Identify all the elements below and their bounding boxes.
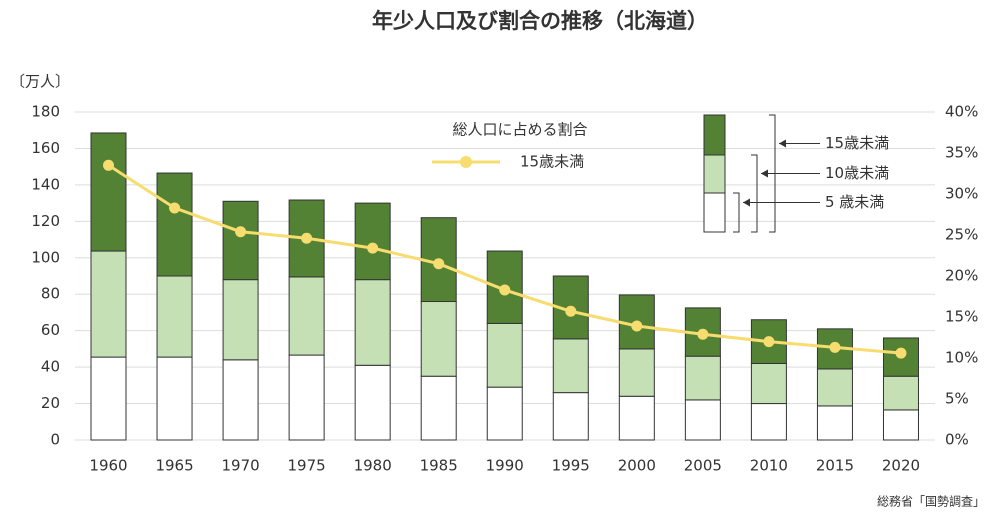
x-tick-label: 1980 xyxy=(354,457,392,475)
bar-segment xyxy=(420,301,457,377)
line-point xyxy=(697,328,709,340)
x-tick-label: 2010 xyxy=(750,457,788,475)
x-tick-label: 1995 xyxy=(552,457,590,475)
bar-segment xyxy=(486,386,523,441)
line-point xyxy=(169,202,181,214)
bar-segment xyxy=(684,399,721,441)
x-tick-label: 1985 xyxy=(420,457,458,475)
y-tick-label: 140 xyxy=(31,175,60,193)
line-point xyxy=(631,320,643,332)
y-tick-label: 180 xyxy=(31,103,60,121)
legend-arrowhead xyxy=(761,169,768,178)
legend-label: 15歳未満 xyxy=(520,153,584,171)
legend-swatch xyxy=(703,114,726,156)
bar-segment xyxy=(420,375,457,441)
line-point xyxy=(433,258,445,270)
bar-segment xyxy=(90,250,127,358)
y-tick-label: 40 xyxy=(41,358,60,376)
bar-segment xyxy=(156,275,193,358)
line-point xyxy=(829,341,841,353)
y2-tick-label: 25% xyxy=(945,226,978,244)
y2-tick-label: 40% xyxy=(945,103,978,121)
x-tick-label: 2000 xyxy=(618,457,656,475)
x-tick-label: 1975 xyxy=(288,457,326,475)
bar-segment xyxy=(288,354,325,441)
bar-segment xyxy=(354,202,391,281)
y2-tick-label: 0% xyxy=(945,431,969,449)
y2-tick-label: 20% xyxy=(945,267,978,285)
bar-segment xyxy=(882,375,919,411)
x-tick-label: 2020 xyxy=(882,457,920,475)
line-point xyxy=(895,347,907,359)
legend-bracket xyxy=(751,154,758,233)
bar-segment xyxy=(222,279,259,361)
line-point xyxy=(565,305,577,317)
y2-tick-label: 5% xyxy=(945,390,969,408)
x-tick-label: 1960 xyxy=(89,457,127,475)
x-tick-label: 2015 xyxy=(816,457,854,475)
legend-marker xyxy=(460,156,472,168)
bar-segment xyxy=(288,276,325,356)
y-tick-label: 60 xyxy=(41,321,60,339)
legend-label: 10歳未満 xyxy=(825,164,889,182)
legend-label: 15歳未満 xyxy=(825,134,889,152)
chart-title: 年少人口及び割合の推移（北海道） xyxy=(372,9,708,33)
x-tick-label: 1990 xyxy=(486,457,524,475)
line-point xyxy=(367,242,379,254)
bar-segment xyxy=(222,359,259,441)
bar-segment xyxy=(882,409,919,441)
bar-segment xyxy=(618,348,655,397)
line-point xyxy=(301,232,313,244)
legend-arrowhead xyxy=(779,139,786,148)
line-legend-title: 総人口に占める割合 xyxy=(452,121,587,139)
legend-swatch xyxy=(703,192,726,233)
bar-segment xyxy=(552,338,589,394)
bar-segment xyxy=(618,395,655,441)
bar-segment xyxy=(354,279,391,366)
bar-segment xyxy=(750,362,787,405)
y2-tick-label: 35% xyxy=(945,144,978,162)
line-point xyxy=(103,159,114,171)
y-tick-label: 100 xyxy=(31,248,60,266)
legend-swatch xyxy=(703,154,726,194)
bar-segment xyxy=(222,200,259,281)
y2-tick-label: 30% xyxy=(945,185,978,203)
legend-bracket xyxy=(733,192,740,233)
line-point xyxy=(235,226,247,238)
y-tick-label: 20 xyxy=(41,394,60,412)
x-tick-label: 2005 xyxy=(684,457,722,475)
bar-segment xyxy=(486,322,523,388)
legend-arrowhead xyxy=(743,198,750,207)
bar-segment xyxy=(816,368,853,407)
line-point xyxy=(499,284,511,296)
legend-label: 5 歳未満 xyxy=(825,193,884,211)
bar-segment xyxy=(90,356,127,441)
bar-segment xyxy=(750,403,787,441)
y-tick-label: 0 xyxy=(50,431,60,449)
y-axis-label: 〔万人〕 xyxy=(10,73,70,91)
bar-segment xyxy=(684,355,721,401)
line-point xyxy=(763,336,775,348)
bar-segment xyxy=(156,172,193,277)
y2-tick-label: 15% xyxy=(945,308,978,326)
x-tick-label: 1970 xyxy=(221,457,259,475)
y-tick-label: 80 xyxy=(41,285,60,303)
bar-segment xyxy=(90,132,127,252)
y-tick-label: 120 xyxy=(31,212,60,230)
bar-segment xyxy=(552,392,589,441)
bar-segment xyxy=(354,364,391,441)
source: 総務省「国勢調査」 xyxy=(877,494,985,509)
y-tick-label: 160 xyxy=(31,139,60,157)
y2-tick-label: 10% xyxy=(945,349,978,367)
bar-segment xyxy=(816,405,853,441)
bar-segment xyxy=(156,356,193,441)
x-tick-label: 1965 xyxy=(155,457,193,475)
